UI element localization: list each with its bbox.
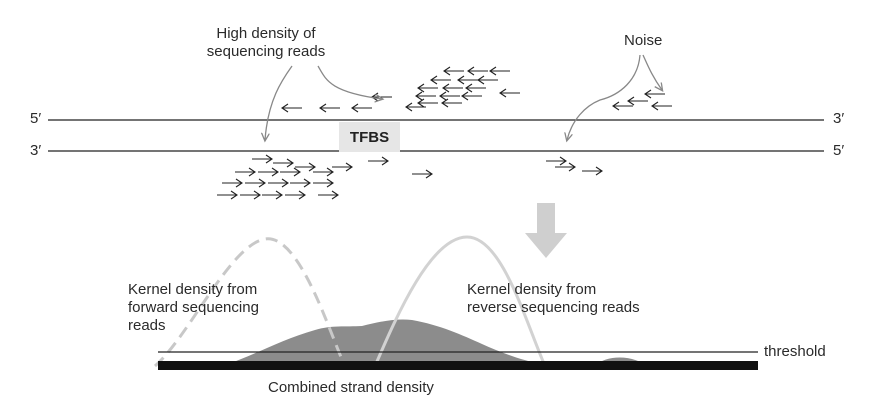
reverse-read-arrow	[351, 103, 372, 113]
bottom-strand-3prime-label: 3′	[30, 142, 42, 159]
noise-label: Noise	[624, 32, 663, 49]
down-block-arrow	[525, 203, 567, 258]
reverse-read-arrow	[443, 66, 464, 76]
high-density-pointer-right	[317, 65, 382, 99]
forward-read-arrow	[258, 167, 279, 177]
forward-read-arrow	[245, 178, 266, 188]
reverse-read-arrow	[489, 66, 510, 76]
forward-read-arrow	[268, 178, 289, 188]
reverse-read-arrow	[441, 98, 462, 108]
combined-baseline-bar	[158, 361, 758, 370]
forward-read-arrow	[262, 190, 283, 200]
forward-read-arrow	[235, 167, 256, 177]
reverse-read-arrow	[417, 83, 438, 93]
forward-read-arrow	[546, 156, 567, 166]
reverse-reads	[281, 66, 672, 113]
reverse-read-arrow	[415, 91, 436, 101]
kernel-forward-label: Kernel density from forward sequencing r…	[128, 281, 259, 334]
forward-read-arrow	[222, 178, 243, 188]
reverse-read-arrow	[461, 91, 482, 101]
forward-read-arrow	[555, 162, 576, 172]
reverse-read-arrow	[477, 75, 498, 85]
reverse-read-arrow	[405, 102, 426, 112]
forward-read-arrow	[273, 158, 294, 168]
combined-density-label: Combined strand density	[268, 379, 434, 396]
reverse-read-arrow	[457, 75, 478, 85]
threshold-label: threshold	[764, 343, 826, 360]
reverse-read-arrow	[644, 89, 665, 99]
reverse-read-arrow	[627, 96, 648, 106]
noise-pointer-left	[567, 54, 641, 140]
tfbs-label: TFBS	[349, 128, 390, 146]
forward-read-arrow	[332, 162, 353, 172]
forward-read-arrow	[240, 190, 261, 200]
tfbs-box: TFBS	[339, 122, 400, 152]
reverse-read-arrow	[442, 83, 463, 93]
kernel-reverse-label: Kernel density from reverse sequencing r…	[467, 281, 640, 316]
reverse-read-arrow	[465, 83, 486, 93]
forward-read-arrow	[280, 167, 301, 177]
reverse-read-arrow	[281, 103, 302, 113]
forward-read-arrow	[217, 190, 238, 200]
high-density-pointer-left	[265, 65, 293, 140]
forward-read-arrow	[295, 162, 316, 172]
reverse-read-arrow	[439, 91, 460, 101]
forward-read-arrow	[318, 190, 339, 200]
forward-reads	[217, 154, 603, 200]
pointer-lines	[265, 54, 662, 140]
forward-read-arrow	[313, 178, 334, 188]
forward-read-arrow	[582, 166, 603, 176]
reverse-read-arrow	[417, 98, 438, 108]
reverse-read-arrow	[371, 92, 392, 102]
forward-read-arrow	[412, 169, 433, 179]
noise-pointer-right	[642, 54, 662, 90]
forward-read-arrow	[290, 178, 311, 188]
reverse-read-arrow	[651, 101, 672, 111]
forward-read-arrow	[313, 167, 334, 177]
reverse-read-arrow	[430, 75, 451, 85]
reverse-read-arrow	[499, 88, 520, 98]
reverse-kernel-curve	[373, 235, 547, 367]
top-strand-3prime-label: 3′	[833, 110, 845, 127]
reverse-read-arrow	[612, 101, 633, 111]
forward-read-arrow	[252, 154, 273, 164]
forward-read-arrow	[368, 156, 389, 166]
reverse-read-arrow	[467, 66, 488, 76]
reverse-read-arrow	[319, 103, 340, 113]
bottom-strand-5prime-label: 5′	[833, 142, 845, 159]
top-strand-5prime-label: 5′	[30, 110, 42, 127]
high-density-label: High density of sequencing reads	[206, 25, 326, 60]
forward-read-arrow	[285, 190, 306, 200]
